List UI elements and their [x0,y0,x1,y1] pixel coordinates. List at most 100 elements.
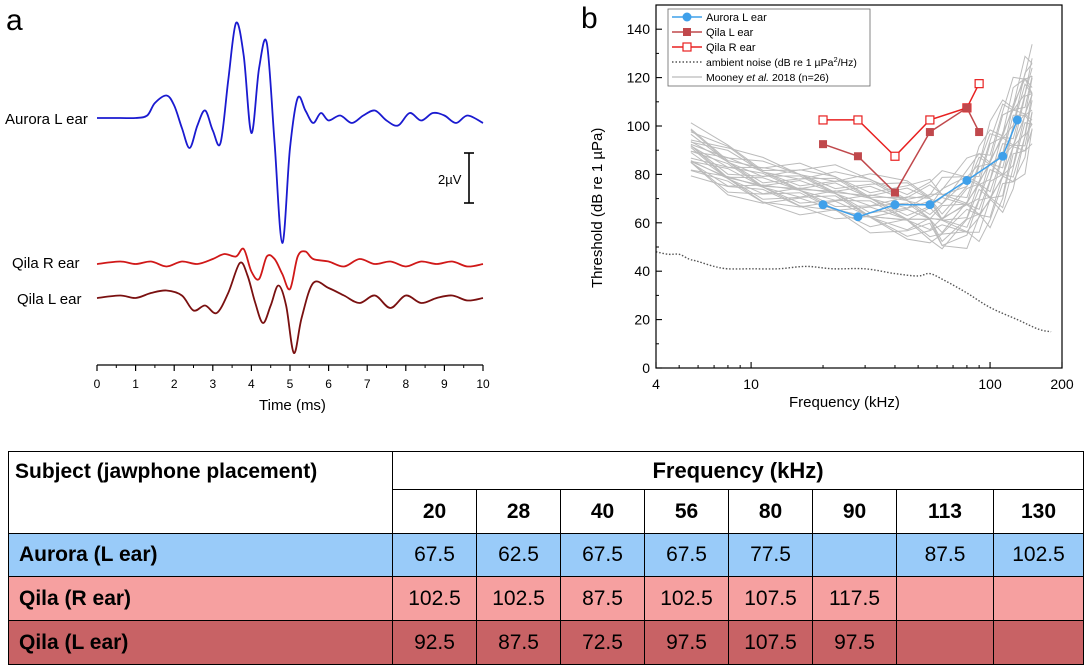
legend: Aurora L ear Qila L ear Qila R ear ambie… [667,8,871,87]
table-cell: 107.5 [728,620,813,665]
mooney-curve [690,44,1033,196]
legend-aurora-text: Aurora L ear [706,12,767,24]
trace-label-qila-l: Qila L ear [17,291,81,308]
row-label: Qila (L ear) [8,620,393,665]
freq-cell: 28 [476,489,561,534]
aurora-point [890,200,900,210]
time-axis-label: Time (ms) [259,397,326,414]
qila-r-point [890,151,900,161]
mooney-curve [690,129,1033,238]
freq-cell: 130 [992,489,1085,534]
x-tick-label: 10 [743,376,759,392]
y-tick-label: 60 [634,215,650,231]
aurora-point [1012,115,1022,125]
mooney-curve [690,58,1033,200]
legend-qila-r-marker [682,42,692,52]
figure: a Aurora L ear Qila R ear Qila L ear 2µV… [5,2,1074,414]
y-tick-label: 20 [634,312,650,328]
freq-cell: 90 [812,489,897,534]
freq-cell: 40 [560,489,645,534]
freq-cell: 20 [392,489,477,534]
x-tick-label: 100 [978,376,1002,392]
table-cell: 97.5 [812,620,897,665]
qila-l-point [853,152,862,161]
table-cell: 67.5 [560,533,645,577]
table-cell [992,576,1085,621]
freq-cell: 80 [728,489,813,534]
mooney-curve [690,67,1033,209]
legend-qila-l-text: Qila L ear [706,27,754,39]
time-tick-label: 5 [287,377,294,391]
mooney-curve [690,94,1033,228]
threshold-axis-label: Threshold (dB re 1 µPa) [589,128,606,288]
mooney-curve [690,123,1033,249]
time-tick-label: 3 [209,377,216,391]
time-axis-ticks: 0 1 2 3 4 5 6 7 8 9 10 [94,365,490,391]
legend-aurora-marker [682,12,692,22]
waveform-2 [96,261,484,354]
time-tick-label: 6 [325,377,332,391]
table-cell: 87.5 [896,533,994,577]
subject-header: Subject (jawphone placement) [8,451,393,534]
qila-l-point [819,140,828,149]
table-cell: 102.5 [476,576,561,621]
qila-r-point [853,115,863,125]
threshold-series [818,79,1022,222]
plot-frame [655,4,1063,369]
time-tick-label: 2 [171,377,178,391]
table-cell: 67.5 [644,533,729,577]
frequency-header: Frequency (kHz) [391,451,1085,490]
table-cell: 87.5 [476,620,561,665]
mooney-curve [690,75,1033,198]
table-row-qila-l: Qila (L ear) 92.5 87.5 72.5 97.5 107.5 9… [8,620,1085,665]
table-cell: 87.5 [560,576,645,621]
table-cell: 67.5 [392,533,477,577]
y-tick-label: 80 [634,166,650,182]
threshold-table: Subject (jawphone placement) Frequency (… [8,451,1085,665]
table-cell: 117.5 [812,576,897,621]
mooney-curve [690,128,1033,244]
row-label: Qila (R ear) [8,576,393,621]
table-row-aurora: Aurora (L ear) 67.5 62.5 67.5 67.5 77.5 … [8,533,1085,577]
aurora-point [998,151,1008,161]
mooney-curve [690,109,1033,220]
table-cell: 62.5 [476,533,561,577]
scale-bar-label: 2µV [438,172,462,187]
table-cell [992,620,1085,665]
mooney-curve [690,77,1033,215]
mooney-curve [690,113,1033,234]
freq-cell: 56 [644,489,729,534]
mooney-curve [690,93,1033,221]
ambient-noise [655,251,1052,333]
ambient-noise-line [655,251,1052,333]
aurora-point [962,175,972,185]
time-tick-label: 1 [132,377,139,391]
panel-b-audiogram: b 0 20 40 60 80 100 120 140 4 10 100 200 Frequency … [581,2,1074,411]
table-cell [896,576,994,621]
legend-qila-l-marker [683,28,691,36]
waveform-1 [96,247,484,291]
freq-cell: 113 [896,489,994,534]
qila-r-point [974,79,984,89]
trace-label-qila-r: Qila R ear [12,255,80,272]
freq-axis-label: Frequency (kHz) [789,394,900,411]
panel-a-waveforms: a Aurora L ear Qila R ear Qila L ear 2µV… [5,4,490,414]
table-cell: 72.5 [560,620,645,665]
table-cell [812,533,897,577]
x-tick-label: 4 [652,376,660,392]
table-cell: 102.5 [644,576,729,621]
series-line-2 [823,83,980,158]
series-line-1 [822,106,980,194]
qila-r-point [818,115,828,125]
aurora-point [853,212,863,222]
aurora-point [925,200,935,210]
legend-noise-text: ambient noise (dB re 1 µPa2/Hz) [706,55,857,69]
row-label: Aurora (L ear) [8,533,393,577]
audiogram-axes: 0 20 40 60 80 100 120 140 4 10 100 200 [627,4,1074,392]
table-cell [896,620,994,665]
time-tick-label: 0 [94,377,101,391]
y-tick-label: 120 [627,70,651,86]
table-cell: 77.5 [728,533,813,577]
time-tick-label: 4 [248,377,255,391]
qila-l-point [975,128,984,137]
